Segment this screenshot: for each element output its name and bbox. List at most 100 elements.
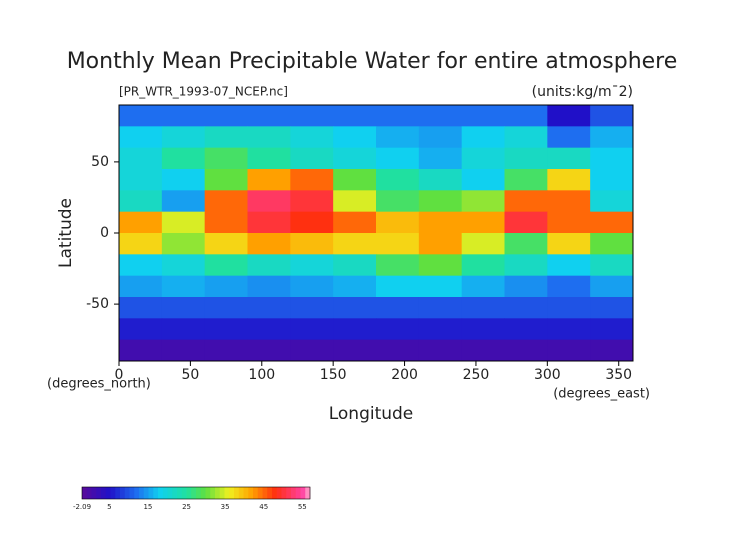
cell — [376, 169, 420, 191]
cell — [333, 254, 377, 277]
x-tick-label: 50 — [181, 367, 199, 383]
colorbar-swatch — [262, 487, 268, 499]
cell — [247, 211, 291, 234]
cell — [376, 318, 420, 341]
cell — [461, 233, 505, 255]
cell — [418, 297, 463, 319]
cell — [290, 254, 334, 277]
cell — [547, 126, 591, 149]
colorbar-swatch — [82, 487, 88, 499]
cell — [204, 318, 248, 341]
colorbar-label: -2.09 — [73, 503, 91, 511]
cell — [161, 105, 206, 127]
cell — [376, 275, 420, 298]
cell — [119, 147, 163, 170]
cell — [376, 339, 420, 362]
x-tick-label: 300 — [534, 367, 561, 383]
cell — [333, 105, 377, 127]
cell — [504, 105, 548, 127]
cell — [247, 147, 291, 170]
cell — [290, 339, 334, 362]
colorbar-swatch — [300, 487, 306, 499]
cell — [590, 275, 634, 298]
cell — [119, 190, 163, 213]
colorbar-swatch — [200, 487, 206, 499]
cell — [204, 147, 248, 170]
colorbar-swatch — [234, 487, 240, 499]
cell — [461, 318, 505, 341]
colorbar-swatch — [186, 487, 192, 499]
x-tick-label: 350 — [605, 367, 632, 383]
chart-title: Monthly Mean Precipitable Water for enti… — [67, 49, 678, 74]
cell — [333, 169, 377, 191]
cell — [461, 147, 505, 170]
cell — [119, 254, 163, 277]
cell — [204, 297, 248, 319]
x-tick-label: 100 — [248, 367, 275, 383]
colorbar-swatch — [181, 487, 187, 499]
cell — [376, 233, 420, 255]
cell — [161, 254, 206, 277]
cell — [161, 147, 206, 170]
x-tick-label: 0 — [115, 367, 124, 383]
cell — [290, 190, 334, 213]
cell — [161, 169, 206, 191]
cell — [504, 318, 548, 341]
cell — [119, 105, 163, 127]
cell — [161, 318, 206, 341]
cell — [333, 233, 377, 255]
cell — [461, 297, 505, 319]
cell — [333, 190, 377, 213]
subtitle: [PR_WTR_1993-07_NCEP.nc] — [119, 85, 288, 99]
cell — [204, 233, 248, 255]
cell — [290, 297, 334, 319]
cell — [547, 190, 591, 213]
colorbar-swatch — [115, 487, 121, 499]
cell — [376, 190, 420, 213]
cell — [119, 126, 163, 149]
colorbar-swatch — [153, 487, 159, 499]
colorbar-swatch — [253, 487, 259, 499]
cell — [290, 147, 334, 170]
cell — [247, 233, 291, 255]
cell — [204, 169, 248, 191]
cell — [161, 339, 206, 362]
colorbar-swatch — [177, 487, 183, 499]
colorbar-swatch — [272, 487, 278, 499]
colorbar-swatch — [257, 487, 263, 499]
colorbar-frame — [81, 486, 311, 500]
cell — [119, 318, 163, 341]
cell — [333, 297, 377, 319]
colorbar-swatch — [96, 487, 102, 499]
cell — [418, 275, 463, 298]
x-unit: (degrees_east) — [553, 387, 650, 402]
cell — [418, 190, 463, 213]
cell — [204, 254, 248, 277]
cell — [376, 254, 420, 277]
cell — [376, 126, 420, 149]
cell — [290, 233, 334, 255]
cell — [161, 211, 206, 234]
cell — [590, 339, 634, 362]
cell — [290, 105, 334, 127]
cell — [418, 169, 463, 191]
x-axis-label: Longitude — [329, 404, 414, 424]
colorbar-swatch — [105, 487, 111, 499]
cell — [504, 254, 548, 277]
colorbar-swatch — [139, 487, 145, 499]
colorbar-swatch — [134, 487, 140, 499]
cell — [461, 275, 505, 298]
cell — [290, 169, 334, 191]
cell — [504, 275, 548, 298]
colorbar-swatch — [205, 487, 211, 499]
cell — [204, 275, 248, 298]
cell — [590, 297, 634, 319]
x-tick-label: 250 — [463, 367, 490, 383]
colorbar-swatch — [191, 487, 197, 499]
cell — [590, 147, 634, 170]
colorbar-swatch — [101, 487, 107, 499]
colorbar-swatch — [120, 487, 126, 499]
cell — [418, 147, 463, 170]
colorbar-label: 25 — [182, 503, 191, 511]
